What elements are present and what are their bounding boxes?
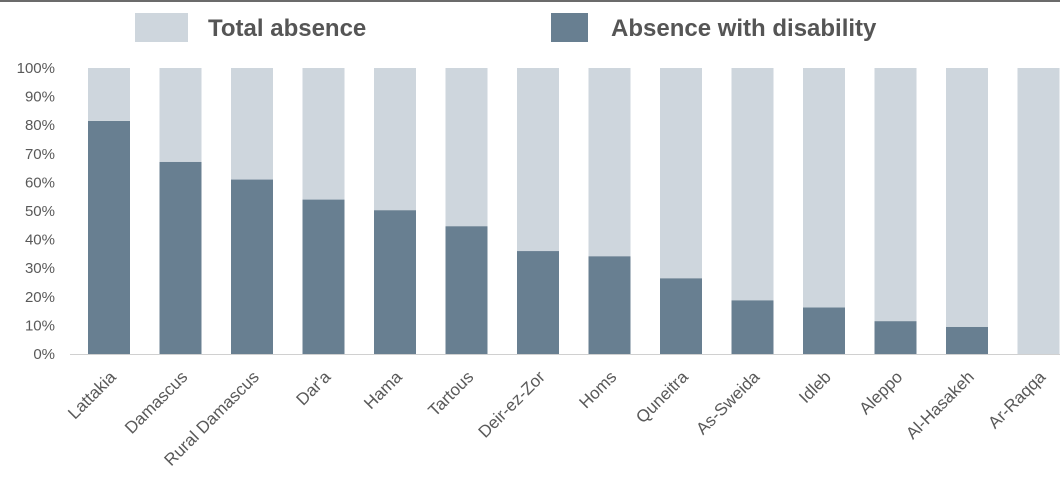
x-tick-label-tartous: Tartous	[424, 367, 477, 420]
x-tick-label-aleppo: Aleppo	[855, 367, 906, 418]
x-tick-label-idleb: Idleb	[795, 367, 835, 407]
bar-absence-with-disability-deir-ez-zor	[517, 251, 559, 354]
y-tick-label-30pct: 30%	[25, 260, 55, 277]
y-tick-label-90pct: 90%	[25, 89, 55, 106]
bar-absence-with-disability-as-sweida	[731, 300, 774, 354]
x-tick-label-damascus: Damascus	[121, 367, 191, 437]
bar-total-absence-hama	[374, 68, 416, 211]
x-tick-label-al-hasakeh: Al-Hasakeh	[902, 367, 978, 443]
top-border-line	[0, 0, 1060, 2]
bar-absence-with-disability-idleb	[803, 307, 845, 354]
bar-total-absence-as-sweida	[731, 68, 774, 301]
bar-absence-with-disability-tartous	[445, 226, 488, 354]
bar-absence-with-disability-quneitra	[660, 278, 702, 354]
bar-total-absence-homs	[588, 68, 631, 257]
x-tick-label-quneitra: Quneitra	[632, 367, 692, 427]
x-tick-label-homs: Homs	[575, 367, 620, 412]
chart-legend: Total absence Absence with disability	[135, 13, 877, 42]
y-tick-label-50pct: 50%	[25, 203, 55, 220]
bar-total-absence-deir-ez-zor	[517, 68, 559, 252]
y-tick-label-0pct: 0%	[33, 346, 55, 363]
bar-total-absence-al-hasakeh	[946, 68, 988, 327]
x-tick-label-deir-ez-zor: Deir-ez-Zor	[475, 367, 549, 441]
bar-total-absence-quneitra	[660, 68, 702, 279]
bar-absence-with-disability-al-hasakeh	[946, 326, 988, 354]
x-tick-label-hama: Hama	[360, 367, 406, 413]
x-tick-label-as-sweida: As-Sweida	[692, 367, 763, 438]
bar-total-absence-lattakia	[88, 68, 130, 121]
bar-total-absence-ar-raqqa	[1017, 68, 1060, 354]
bar-absence-with-disability-dar-a	[302, 199, 345, 354]
y-tick-label-60pct: 60%	[25, 174, 55, 191]
y-tick-label-40pct: 40%	[25, 232, 55, 249]
x-tick-label-dar-a: Dar'a	[293, 367, 335, 409]
bar-absence-with-disability-hama	[374, 210, 416, 354]
x-tick-label-ar-raqqa: Ar-Raqqa	[984, 367, 1049, 432]
bar-total-absence-aleppo	[874, 68, 917, 322]
bar-total-absence-dar-a	[302, 68, 345, 200]
bar-total-absence-damascus	[159, 68, 202, 162]
x-tick-label-lattakia: Lattakia	[64, 367, 120, 423]
y-tick-label-10pct: 10%	[25, 317, 55, 334]
bar-absence-with-disability-lattakia	[88, 120, 130, 354]
y-tick-label-70pct: 70%	[25, 146, 55, 163]
bar-absence-with-disability-aleppo	[874, 321, 917, 354]
y-axis: 0% 10% 20% 30% 40% 50% 60% 70% 80% 90% 100%	[17, 60, 55, 363]
legend-swatch-absence-with-disability	[551, 13, 588, 42]
y-tick-label-100pct: 100%	[17, 60, 55, 77]
legend-swatch-total-absence	[135, 13, 188, 42]
y-tick-label-20pct: 20%	[25, 289, 55, 306]
bar-absence-with-disability-damascus	[159, 161, 202, 354]
legend-label-total-absence: Total absence	[208, 15, 366, 42]
bars-group	[88, 68, 1060, 354]
bar-absence-with-disability-rural-damascus	[231, 179, 273, 354]
legend-label-absence-with-disability: Absence with disability	[611, 15, 877, 42]
bar-absence-with-disability-homs	[588, 256, 631, 354]
bar-total-absence-rural-damascus	[231, 68, 273, 180]
bar-total-absence-idleb	[803, 68, 845, 308]
y-tick-label-80pct: 80%	[25, 117, 55, 134]
bar-total-absence-tartous	[445, 68, 488, 227]
